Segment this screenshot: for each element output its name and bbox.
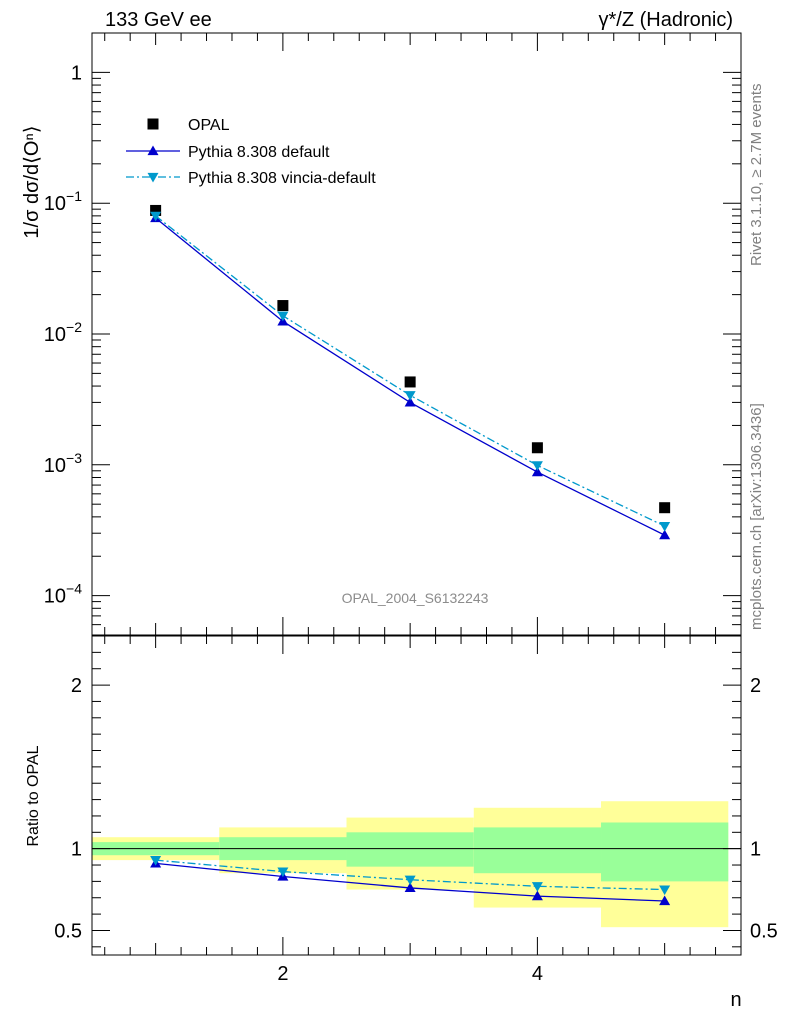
marker-triangle-down	[277, 867, 289, 878]
y-tick-label: 2	[71, 675, 82, 697]
mcplots-label: mcplots.cern.ch [arXiv:1306.3436]	[748, 403, 765, 630]
stat-uncertainty-band	[601, 822, 729, 882]
legend: OPAL Pythia 8.308 default Pythia 8.308 vin…	[126, 117, 376, 187]
marker-triangle-down	[277, 311, 289, 322]
marker-triangle-down	[531, 461, 543, 471]
stat-uncertainty-band	[346, 832, 474, 867]
marker-triangle-down	[659, 885, 671, 896]
marker-square	[147, 118, 159, 130]
marker-square	[531, 442, 543, 454]
x-tick-label: 4	[532, 963, 543, 985]
legend-label: Pythia 8.308 vincia-default	[188, 170, 376, 187]
marker-triangle-up	[531, 466, 543, 477]
y-tick-label: 0.5	[54, 920, 82, 942]
series-line	[155, 215, 665, 527]
main-y-axis-label: 1/σ dσ/d⟨Oⁿ⟩	[21, 125, 43, 238]
header-right: γ*/Z (Hadronic)	[599, 9, 733, 31]
watermark: OPAL_2004_S6132243	[342, 590, 489, 606]
y-tick-label-right: 2	[750, 675, 761, 697]
marker-triangle-down	[659, 521, 671, 532]
marker-triangle-up	[404, 396, 416, 407]
y-tick-label: 10−2	[44, 319, 82, 346]
y-tick-label: 10−4	[44, 581, 82, 608]
y-tick-label: 10−3	[44, 450, 82, 477]
x-tick-label: 2	[277, 963, 288, 985]
x-axis-label: n	[730, 989, 741, 1011]
main-axes: 1 10−1 10−2 10−3 10−4	[44, 32, 742, 636]
marker-triangle-down	[404, 875, 416, 886]
legend-label: OPAL	[188, 117, 230, 134]
y-tick-label: 10−1	[44, 188, 82, 215]
marker-triangle-down	[147, 172, 159, 183]
stat-uncertainty-band	[473, 827, 602, 874]
y-tick-label-right: 0.5	[750, 920, 778, 942]
marker-triangle-down	[404, 391, 416, 401]
marker-triangle-up	[531, 890, 543, 901]
rivet-label: Rivet 3.1.10, ≥ 2.7M events	[748, 84, 765, 267]
ratio-bands	[92, 801, 729, 928]
y-tick-label: 1	[71, 62, 82, 84]
marker-triangle-up	[404, 882, 416, 893]
legend-label: Pythia 8.308 default	[188, 144, 330, 161]
y-tick-label: 1	[71, 839, 82, 861]
marker-triangle-down	[150, 855, 162, 866]
ratio-axes: 0.5 0.5 1 1 2 2 2 4	[54, 635, 778, 985]
ratio-series-line	[155, 859, 665, 891]
marker-triangle-up	[659, 895, 671, 906]
marker-triangle-down	[531, 882, 543, 892]
marker-square	[277, 300, 289, 312]
marker-triangle-down	[150, 211, 162, 222]
y-tick-label-right: 1	[750, 839, 761, 861]
marker-square	[404, 376, 416, 388]
ratio-series	[150, 855, 671, 906]
marker-triangle-up	[147, 145, 159, 156]
main-series	[150, 204, 671, 540]
marker-triangle-up	[659, 529, 671, 540]
marker-square	[150, 204, 162, 216]
ratio-y-axis-label: Ratio to OPAL	[25, 745, 42, 846]
ratio-frame	[91, 635, 742, 956]
header-left: 133 GeV ee	[105, 9, 212, 31]
marker-square	[659, 502, 671, 514]
